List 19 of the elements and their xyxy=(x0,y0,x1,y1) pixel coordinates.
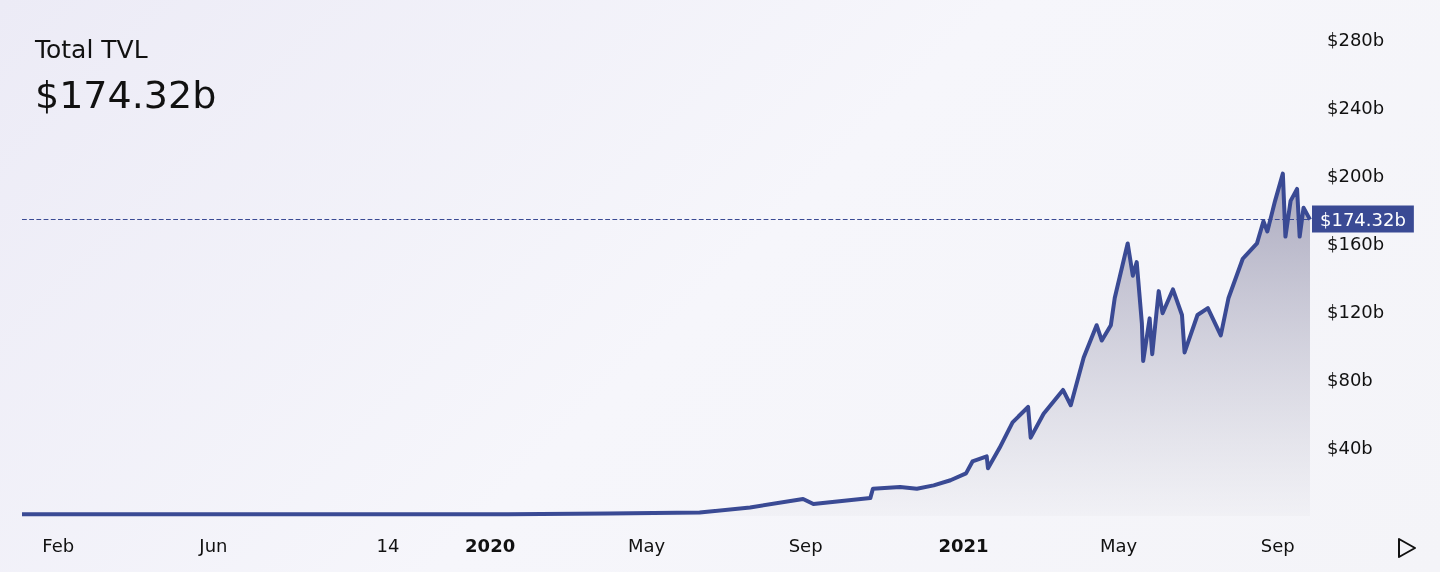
y-tick-label: $200b xyxy=(1327,164,1385,186)
y-tick-label: $280b xyxy=(1327,28,1385,50)
x-tick-label: May xyxy=(627,534,666,556)
x-tick-label: Jun xyxy=(198,534,228,556)
x-tick-label: 14 xyxy=(376,534,400,556)
x-tick-label: 2020 xyxy=(465,534,516,556)
chart-title: Total TVL xyxy=(34,35,148,64)
y-tick-label: $160b xyxy=(1327,232,1385,254)
x-tick-label: 2021 xyxy=(938,534,989,556)
text: $174.32b xyxy=(35,73,217,117)
y-tick-label: $240b xyxy=(1327,96,1385,118)
x-tick-label: Sep xyxy=(788,534,823,556)
x-tick-label: Feb xyxy=(42,534,75,556)
y-tick-label: $40b xyxy=(1327,437,1373,459)
x-tick-label: Sep xyxy=(1260,534,1295,556)
x-tick-label: May xyxy=(1100,534,1138,556)
ref-line-label: $174.32b xyxy=(1320,208,1406,230)
y-tick-label: $80b xyxy=(1327,369,1373,391)
y-tick-label: $120b xyxy=(1327,301,1385,323)
